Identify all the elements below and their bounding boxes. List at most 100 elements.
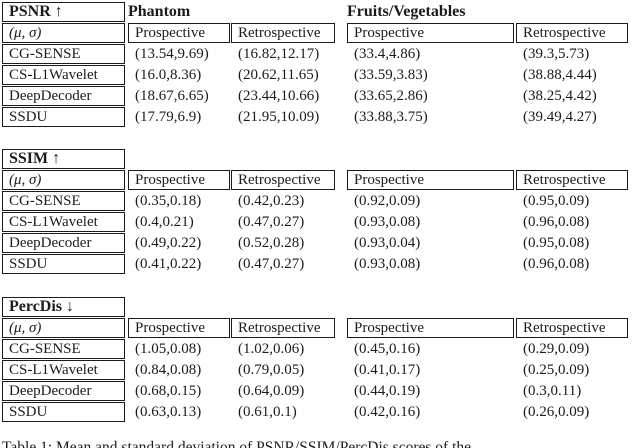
value-cell: (0.29,0.09) <box>523 340 590 357</box>
value-cell: (0.61,0.1) <box>238 403 297 420</box>
value-cell: (0.35,0.18) <box>135 192 202 209</box>
value-cell: (23.44,10.66) <box>238 87 320 104</box>
value-cell: (13.54,9.69) <box>135 45 209 62</box>
value-cell: (1.02,0.06) <box>238 340 305 357</box>
value-cell: (39.49,4.27) <box>523 108 597 125</box>
table-row: SSDU (17.79,6.9) (21.95,10.09) (33.88,3.75)… <box>2 107 628 127</box>
column-header: Prospective <box>347 23 514 43</box>
subheader-row: (μ, σ) Prospective Retrospective Prospectiv… <box>2 170 628 190</box>
table-row: CS-L1Wavelet (16.0,8.36) (20.62,11.65) (33.… <box>2 65 628 85</box>
value-cell: (0.25,0.09) <box>523 361 590 378</box>
value-cell: (0.3,0.11) <box>523 382 582 399</box>
value-cell: (33.65,2.86) <box>354 87 428 104</box>
subheader-row: (μ, σ) Prospective Retrospective Prospectiv… <box>2 318 628 338</box>
value-cell: (0.96,0.08) <box>523 213 590 230</box>
mu-sigma-cell: (μ, σ) <box>2 23 125 43</box>
method-label: SSDU <box>2 254 125 274</box>
column-header: Prospective <box>347 318 514 338</box>
value-cell: (17.79,6.9) <box>135 108 202 125</box>
method-label: CG-SENSE <box>2 191 125 211</box>
table-row: SSDU (0.63,0.13) (0.61,0.1) (0.42,0.16) (0.2… <box>2 402 628 422</box>
value-cell: (0.47,0.27) <box>238 213 305 230</box>
value-cell: (0.64,0.09) <box>238 382 305 399</box>
value-cell: (0.44,0.19) <box>354 382 421 399</box>
value-cell: (0.41,0.22) <box>135 255 202 272</box>
column-header: Retrospective <box>516 170 628 190</box>
method-label: CS-L1Wavelet <box>2 212 125 232</box>
table-row: CG-SENSE (13.54,9.69) (16.82,12.17) (33.4,4… <box>2 44 628 64</box>
method-label: DeepDecoder <box>2 381 125 401</box>
value-cell: (0.42,0.23) <box>238 192 305 209</box>
metric-row: PercDis ↓ <box>2 297 628 317</box>
table-row: SSDU (0.41,0.22) (0.47,0.27) (0.93,0.08) (0.… <box>2 254 628 274</box>
value-cell: (0.95,0.08) <box>523 234 590 251</box>
value-cell: (0.63,0.13) <box>135 403 202 420</box>
value-cell: (0.47,0.27) <box>238 255 305 272</box>
table-row: DeepDecoder (18.67,6.65) (23.44,10.66) (33.… <box>2 86 628 106</box>
value-cell: (1.05,0.08) <box>135 340 202 357</box>
subheader-row: (μ, σ) Prospective Retrospective Prospectiv… <box>2 23 628 43</box>
value-cell: (0.41,0.17) <box>354 361 421 378</box>
value-cell: (0.52,0.28) <box>238 234 305 251</box>
metric-header: SSIM ↑ <box>2 149 125 169</box>
column-header: Prospective <box>128 23 230 43</box>
value-cell: (33.59,3.83) <box>354 66 428 83</box>
group-label-fruits-vegetables: Fruits/Vegetables <box>347 3 466 20</box>
table-row: CS-L1Wavelet (0.84,0.08) (0.79,0.05) (0.41,… <box>2 360 628 380</box>
column-header: Prospective <box>128 318 230 338</box>
method-label: CS-L1Wavelet <box>2 360 125 380</box>
method-label: CG-SENSE <box>2 44 125 64</box>
table-row: CS-L1Wavelet (0.4,0.21) (0.47,0.27) (0.93,0… <box>2 212 628 232</box>
mu-sigma-cell: (μ, σ) <box>2 318 125 338</box>
ssim-table: SSIM ↑ (μ, σ) Prospective Retrospective Pros… <box>2 149 628 274</box>
value-cell: (21.95,10.09) <box>238 108 320 125</box>
value-cell: (0.79,0.05) <box>238 361 305 378</box>
value-cell: (0.92,0.09) <box>354 192 421 209</box>
method-label: CS-L1Wavelet <box>2 65 125 85</box>
value-cell: (38.88,4.44) <box>523 66 597 83</box>
table-row: DeepDecoder (0.49,0.22) (0.52,0.28) (0.93,0… <box>2 233 628 253</box>
value-cell: (39.3,5.73) <box>523 45 590 62</box>
value-cell: (20.62,11.65) <box>238 66 319 83</box>
group-label-phantom: Phantom <box>128 3 191 20</box>
table-caption: Table 1: Mean and standard deviation of … <box>2 439 472 448</box>
metric-header: PercDis ↓ <box>2 297 125 317</box>
value-cell: (0.93,0.04) <box>354 234 421 251</box>
metric-row: SSIM ↑ <box>2 149 628 169</box>
value-cell: (0.4,0.21) <box>135 213 194 230</box>
metric-header: PSNR ↑ <box>2 2 125 22</box>
column-header: Prospective <box>347 170 514 190</box>
value-cell: (38.25,4.42) <box>523 87 597 104</box>
method-label: CG-SENSE <box>2 339 125 359</box>
value-cell: (0.49,0.22) <box>135 234 202 251</box>
value-cell: (33.88,3.75) <box>354 108 428 125</box>
value-cell: (0.93,0.08) <box>354 213 421 230</box>
method-label: SSDU <box>2 402 125 422</box>
method-label: DeepDecoder <box>2 233 125 253</box>
method-label: DeepDecoder <box>2 86 125 106</box>
value-cell: (0.42,0.16) <box>354 403 421 420</box>
value-cell: (0.26,0.09) <box>523 403 590 420</box>
value-cell: (33.4,4.86) <box>354 45 421 62</box>
value-cell: (18.67,6.65) <box>135 87 209 104</box>
column-header: Retrospective <box>516 318 628 338</box>
percdis-table: PercDis ↓ (μ, σ) Prospective Retrospective P… <box>2 297 628 422</box>
method-label: SSDU <box>2 107 125 127</box>
value-cell: (0.84,0.08) <box>135 361 202 378</box>
psnr-table: PSNR ↑ Phantom Fruits/Vegetables (μ, σ) Pros… <box>2 2 628 127</box>
value-cell: (0.96,0.08) <box>523 255 590 272</box>
column-header: Retrospective <box>516 23 628 43</box>
value-cell: (16.0,8.36) <box>135 66 202 83</box>
column-header: Retrospective <box>231 318 335 338</box>
value-cell: (0.68,0.15) <box>135 382 202 399</box>
column-header: Retrospective <box>231 23 335 43</box>
mu-sigma-cell: (μ, σ) <box>2 170 125 190</box>
value-cell: (16.82,12.17) <box>238 45 320 62</box>
column-header: Retrospective <box>231 170 335 190</box>
table-row: CG-SENSE (1.05,0.08) (1.02,0.06) (0.45,0.16… <box>2 339 628 359</box>
column-header: Prospective <box>128 170 230 190</box>
value-cell: (0.93,0.08) <box>354 255 421 272</box>
value-cell: (0.95,0.09) <box>523 192 590 209</box>
table-row: DeepDecoder (0.68,0.15) (0.64,0.09) (0.44,0… <box>2 381 628 401</box>
